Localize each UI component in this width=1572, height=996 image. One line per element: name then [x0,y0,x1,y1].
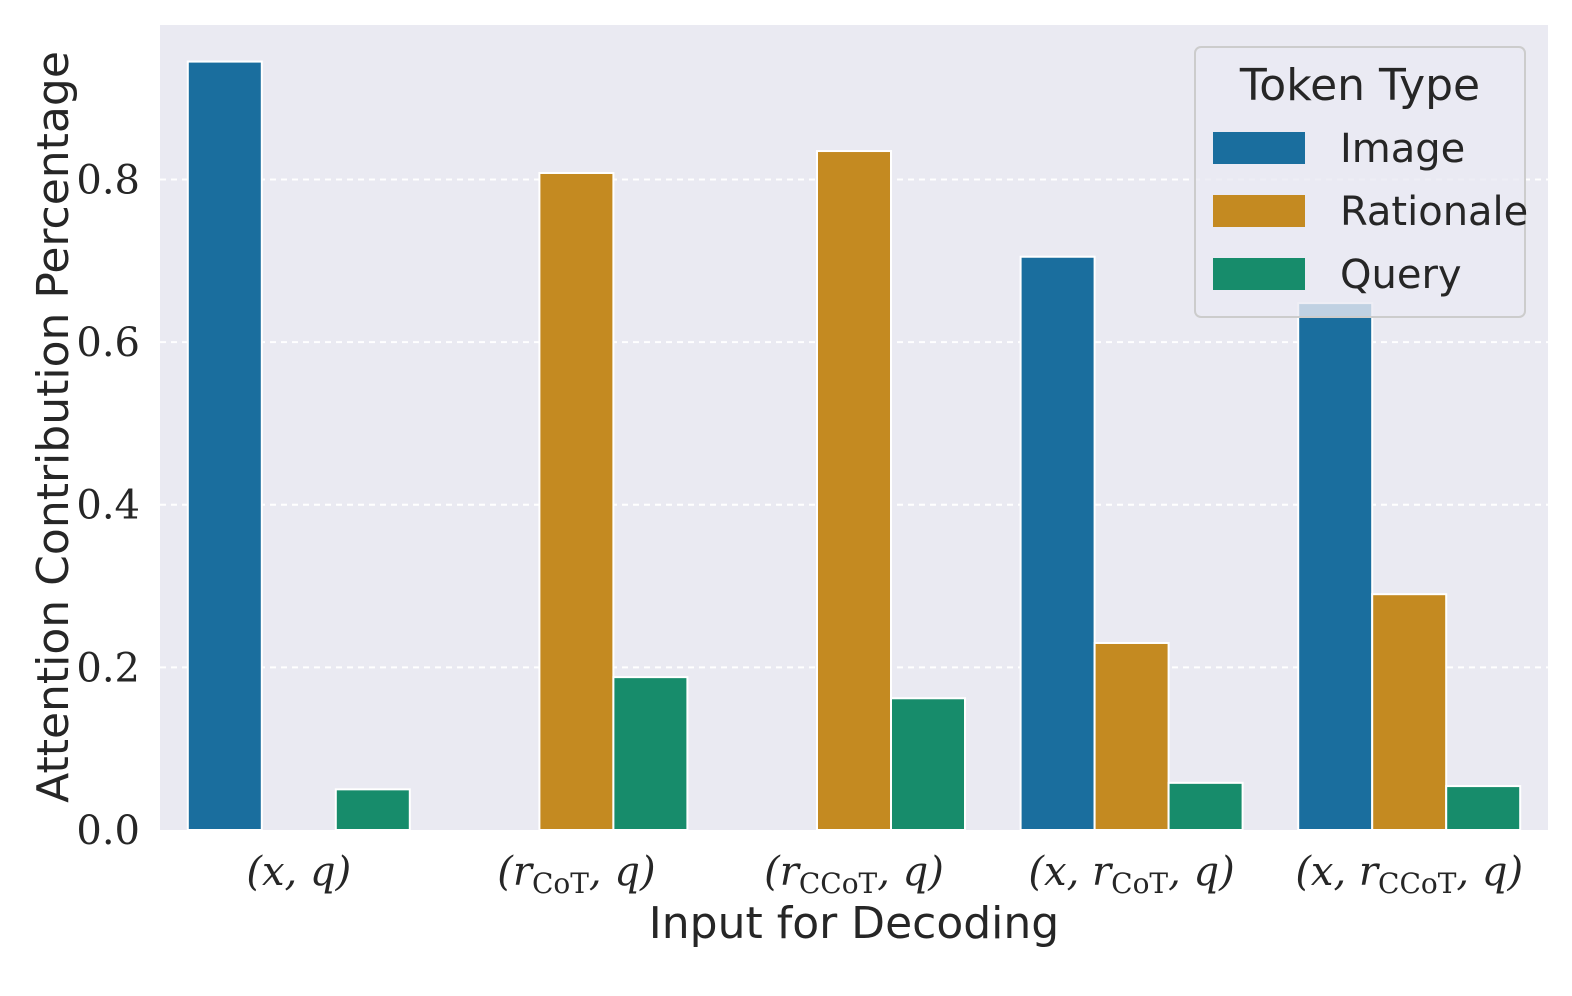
legend-label-image: Image [1340,126,1465,172]
legend-swatch-rationale [1213,195,1305,227]
bars [186,60,1522,832]
x-tick-label: (rCCoT, q) [764,849,944,900]
y-tick-label: 0.2 [76,645,140,691]
legend-label-query: Query [1340,252,1462,298]
bar-query [1167,781,1244,831]
bar-image [1019,255,1096,831]
y-tick-label: 0.8 [76,157,140,203]
bar-rationale [816,150,892,832]
legend-label-rationale: Rationale [1340,189,1528,235]
x-axis-title: Input for Decoding [649,898,1059,949]
bar-rationale [538,171,615,831]
y-tick-label: 0.0 [76,808,140,854]
bar-image [186,60,263,832]
x-tick-label: (x, rCoT, q) [1028,849,1234,900]
bar-query [1445,785,1522,831]
x-tick-label: (x, rCCoT, q) [1295,849,1523,900]
x-tick-label: (rCoT, q) [497,849,655,900]
bar-query [890,697,966,831]
bar-image [1297,302,1374,832]
y-tick-label: 0.6 [76,320,140,366]
x-tick-label: (x, q) [246,849,351,895]
y-tick-label: 0.4 [76,483,140,529]
bar-query [334,788,411,832]
y-axis-title: Attention Contribution Percentage [28,51,79,803]
legend-title: Token Type [1239,60,1480,111]
bar-rationale [1093,641,1170,831]
legend-frame [1194,46,1526,318]
x-tick-labels: (x, q) (rCoT, q) (rCCoT, q) (x, rCoT, q) (x,… [246,849,1523,900]
bar-rationale [1371,593,1448,831]
legend-swatch-image [1213,132,1305,164]
legend-swatch-query [1213,258,1305,290]
legend: Token Type Image Rationale Query [1194,46,1528,318]
y-tick-labels: 0.0 0.2 0.4 0.6 0.8 [76,157,140,854]
bar-query [612,676,689,831]
legend-items: Image Rationale Query [1213,126,1528,298]
